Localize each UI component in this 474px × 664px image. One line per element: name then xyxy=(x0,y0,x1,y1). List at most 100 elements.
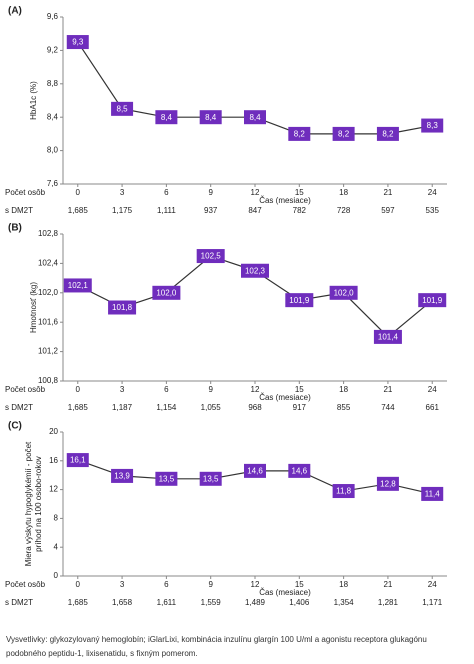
count: 1,406 xyxy=(289,598,310,607)
y-axis-label: Hmotnosť (kg) xyxy=(29,282,38,333)
panel-label: (C) xyxy=(8,421,22,432)
marker xyxy=(373,329,402,344)
y-tick-label: 8 xyxy=(54,514,59,523)
x-tick-label: 18 xyxy=(339,580,348,589)
y-tick-label: 9,6 xyxy=(47,12,59,21)
x-tick-label: 18 xyxy=(339,188,348,197)
marker xyxy=(288,126,311,141)
x-tick-label: 15 xyxy=(295,580,304,589)
marker xyxy=(155,471,178,486)
marker xyxy=(196,249,225,264)
count: 1,171 xyxy=(422,598,443,607)
x-tick-label: 9 xyxy=(208,385,213,394)
marker xyxy=(332,126,355,141)
data-label: 102,0 xyxy=(156,288,177,297)
count: 968 xyxy=(248,403,262,412)
data-label: 13,5 xyxy=(159,474,175,483)
x-tick-label: 15 xyxy=(295,188,304,197)
count: 937 xyxy=(204,206,218,215)
y-tick-label: 8,4 xyxy=(47,112,59,121)
data-label: 8,4 xyxy=(249,113,261,122)
data-label: 11,4 xyxy=(425,490,441,499)
count: 661 xyxy=(426,403,440,412)
y-tick-label: 16 xyxy=(49,456,58,465)
marker xyxy=(108,300,137,315)
data-label: 11,8 xyxy=(336,487,352,496)
x-tick-label: 12 xyxy=(251,188,260,197)
count: 1,154 xyxy=(156,403,177,412)
count: 1,658 xyxy=(112,598,133,607)
x-tick-label: 21 xyxy=(383,188,392,197)
data-label: 102,5 xyxy=(201,252,222,261)
marker xyxy=(376,476,399,491)
x-axis-label: Čas (mesiace) xyxy=(259,588,311,597)
marker xyxy=(285,293,314,308)
marker xyxy=(152,285,181,300)
table-label: Počet osôb xyxy=(5,188,46,197)
x-tick-label: 15 xyxy=(295,385,304,394)
x-tick-label: 0 xyxy=(76,385,81,394)
count: 1,611 xyxy=(157,598,177,607)
y-tick-label: 0 xyxy=(54,571,59,580)
marker xyxy=(421,118,444,133)
count: 535 xyxy=(426,206,440,215)
y-tick-label: 101,6 xyxy=(38,317,59,326)
footnote: Vysvetlivky: glykozylovaný hemoglobín; i… xyxy=(6,635,427,658)
panel-label: (A) xyxy=(8,6,22,17)
marker xyxy=(421,486,444,501)
y-tick-label: 102,8 xyxy=(38,229,59,238)
count: 1,685 xyxy=(68,598,89,607)
y-tick-label: 101,2 xyxy=(38,347,59,356)
count: 1,175 xyxy=(112,206,133,215)
y-tick-label: 20 xyxy=(49,427,58,436)
count: 782 xyxy=(293,206,307,215)
marker xyxy=(332,484,355,499)
y-tick-label: 12 xyxy=(49,485,58,494)
marker xyxy=(66,35,89,50)
x-tick-label: 6 xyxy=(164,188,169,197)
data-label: 8,2 xyxy=(382,130,394,139)
x-tick-label: 6 xyxy=(164,385,169,394)
data-label: 8,4 xyxy=(205,113,217,122)
count: 1,187 xyxy=(112,403,133,412)
x-tick-label: 12 xyxy=(251,580,260,589)
data-label: 102,1 xyxy=(68,281,89,290)
x-tick-label: 12 xyxy=(251,385,260,394)
count: 597 xyxy=(381,206,395,215)
x-tick-label: 3 xyxy=(120,188,125,197)
y-axis-label: príhod na 100 osobo-rokov xyxy=(34,456,43,552)
x-axis-label: Čas (mesiace) xyxy=(259,196,311,205)
y-tick-label: 8,0 xyxy=(47,146,59,155)
x-tick-label: 18 xyxy=(339,385,348,394)
count: 1,489 xyxy=(245,598,266,607)
x-tick-label: 0 xyxy=(76,580,81,589)
count: 917 xyxy=(293,403,307,412)
data-label: 8,2 xyxy=(338,130,350,139)
marker xyxy=(63,278,92,293)
count: 1,354 xyxy=(334,598,355,607)
x-tick-label: 3 xyxy=(120,580,125,589)
x-tick-label: 24 xyxy=(428,188,437,197)
count: 1,685 xyxy=(68,206,89,215)
y-tick-label: 7,6 xyxy=(47,179,59,188)
x-tick-label: 21 xyxy=(383,385,392,394)
marker xyxy=(199,471,222,486)
x-tick-label: 9 xyxy=(208,580,213,589)
y-tick-label: 9,2 xyxy=(47,46,59,55)
count: 728 xyxy=(337,206,351,215)
data-label: 13,5 xyxy=(203,474,219,483)
data-label: 8,2 xyxy=(294,130,306,139)
marker xyxy=(244,463,266,478)
data-label: 101,9 xyxy=(422,296,443,305)
data-label: 16,1 xyxy=(70,456,86,465)
x-axis-label: Čas (mesiace) xyxy=(259,393,311,402)
marker xyxy=(66,453,89,468)
data-label: 101,8 xyxy=(112,303,133,312)
x-tick-label: 21 xyxy=(383,580,392,589)
marker xyxy=(241,263,269,278)
count: 744 xyxy=(381,403,395,412)
data-label: 14,6 xyxy=(292,466,308,475)
table-label: Počet osôb xyxy=(5,580,46,589)
marker xyxy=(288,463,311,478)
y-tick-label: 8,8 xyxy=(47,79,59,88)
